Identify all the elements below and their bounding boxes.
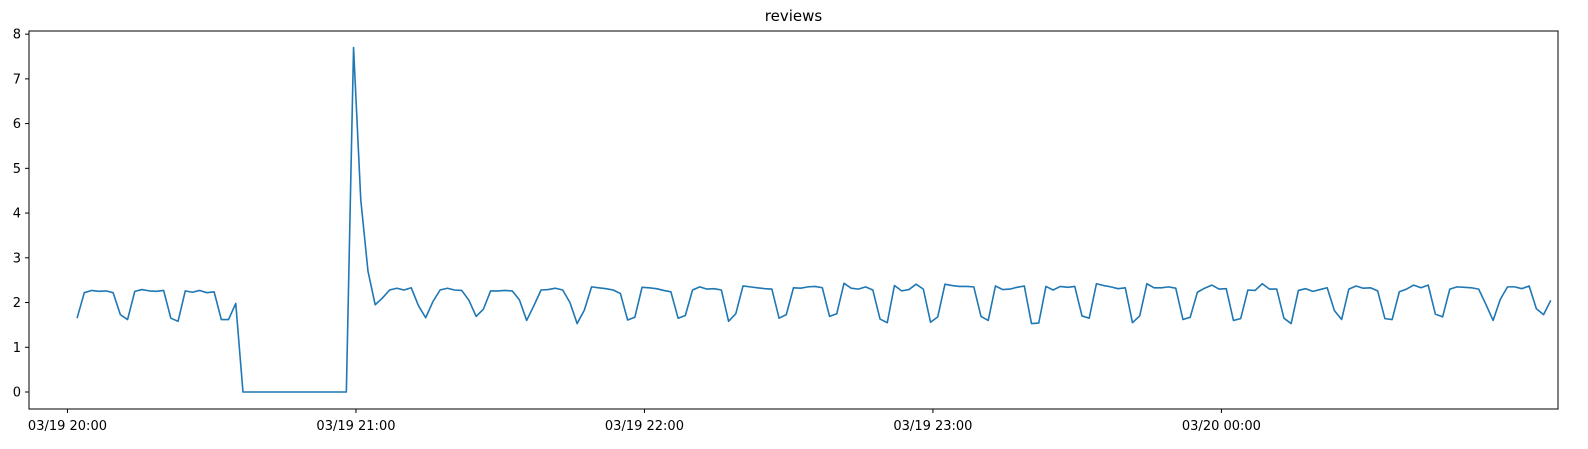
y-tick-label: 4 [13,207,21,222]
x-tick-label: 03/19 23:00 [893,419,972,434]
y-tick-label: 1 [13,341,21,356]
y-tick-label: 8 [13,28,21,43]
series-line-reviews [76,46,1552,393]
y-tick-label: 3 [13,251,21,266]
x-tick-label: 03/19 22:00 [605,419,684,434]
x-tick-label: 03/19 20:00 [28,419,107,434]
y-axis-ticks: 0 1 2 3 4 5 6 7 8 [13,28,29,401]
y-tick-label: 7 [13,72,21,87]
x-tick-label: 03/20 00:00 [1182,419,1261,434]
plot-area-frame [28,30,1559,410]
chart-title: reviews [765,7,823,25]
y-tick-label: 6 [13,117,21,132]
y-tick-label: 2 [13,296,21,311]
x-axis-ticks: 03/19 20:00 03/19 21:00 03/19 22:00 03/19 2… [28,409,1261,434]
x-tick-label: 03/19 21:00 [316,419,395,434]
y-tick-label: 5 [13,162,21,177]
y-tick-label: 0 [13,386,21,401]
